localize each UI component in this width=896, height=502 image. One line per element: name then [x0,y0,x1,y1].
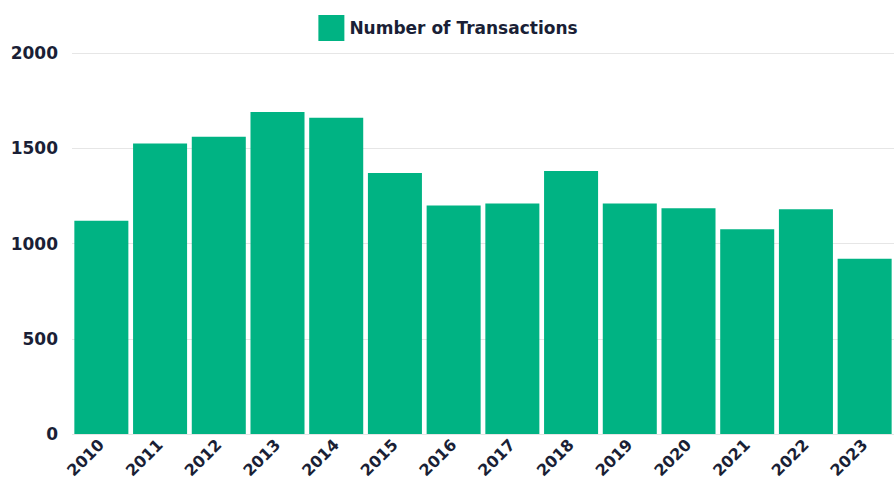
svg-text:1500: 1500 [11,138,58,158]
svg-text:2022: 2022 [768,435,813,480]
svg-text:2017: 2017 [474,435,519,480]
svg-text:Number of Transactions: Number of Transactions [349,18,577,38]
svg-text:2019: 2019 [592,435,637,480]
svg-text:2021: 2021 [709,435,754,480]
svg-text:2013: 2013 [239,435,284,480]
svg-text:2020: 2020 [650,435,695,480]
svg-text:2000: 2000 [11,43,58,63]
svg-text:2018: 2018 [533,435,578,480]
svg-text:500: 500 [23,329,59,349]
svg-text:2023: 2023 [826,435,871,480]
svg-text:2012: 2012 [181,435,226,480]
svg-text:2016: 2016 [415,435,460,480]
svg-text:0: 0 [46,424,58,444]
svg-text:1000: 1000 [11,234,58,254]
svg-text:2010: 2010 [63,435,108,480]
svg-text:2011: 2011 [122,435,167,480]
svg-text:2015: 2015 [357,435,402,480]
svg-text:2014: 2014 [298,435,343,480]
